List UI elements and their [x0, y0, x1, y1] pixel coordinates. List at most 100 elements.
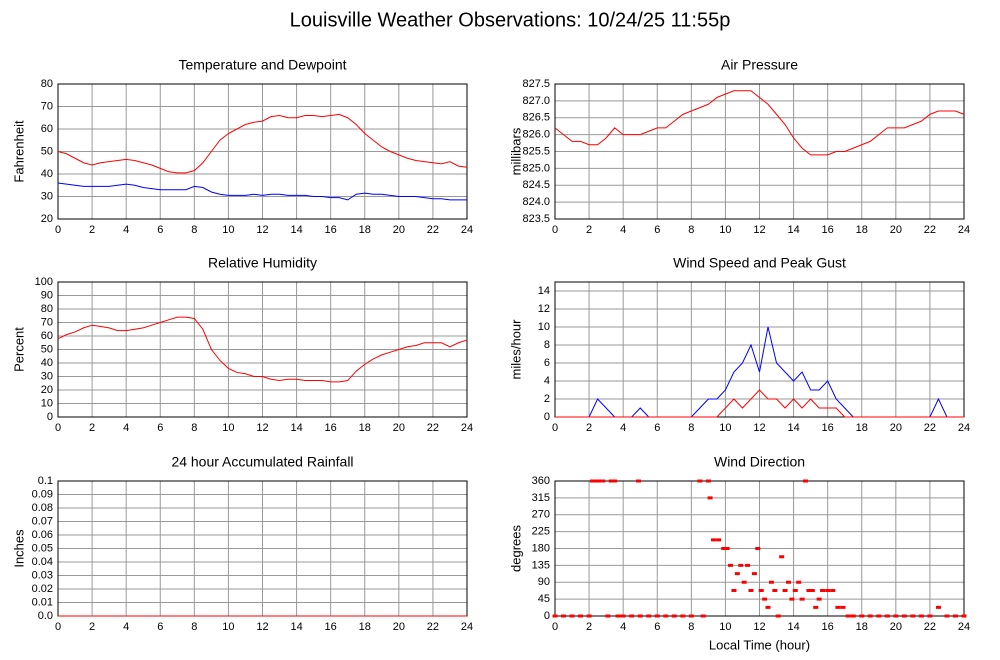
x-tick-label: 24: [461, 621, 473, 633]
y-tick-label: 40: [41, 168, 53, 180]
data-point: [710, 538, 716, 542]
data-point: [738, 563, 744, 567]
y-tick-label: 45: [538, 593, 550, 605]
data-point: [663, 614, 669, 618]
y-tick-label: 0.0: [38, 610, 53, 622]
x-tick-label: 14: [787, 621, 799, 633]
page-title: Louisville Weather Observations: 10/24/2…: [290, 9, 731, 31]
x-tick-label: 2: [89, 224, 95, 236]
data-point: [589, 479, 595, 483]
x-tick-label: 12: [753, 422, 765, 434]
data-point: [593, 479, 599, 483]
y-tick-label: 823.5: [522, 213, 550, 225]
y-tick-label: 827.5: [522, 78, 550, 90]
x-tick-label: 4: [620, 621, 626, 633]
y-tick-label: 30: [41, 370, 53, 382]
x-tick-label: 18: [856, 621, 868, 633]
x-tick-label: 12: [256, 224, 268, 236]
data-point: [910, 614, 916, 618]
data-point: [840, 605, 846, 609]
x-tick-label: 24: [958, 621, 970, 633]
y-tick-label: 0.02: [32, 583, 53, 595]
y-tick-label: 80: [41, 78, 53, 90]
data-point: [758, 589, 764, 592]
y-tick-label: 10: [538, 321, 550, 333]
x-tick-label: 8: [688, 422, 694, 434]
x-tick-label: 2: [89, 422, 95, 434]
data-point: [850, 614, 856, 618]
data-point: [646, 614, 652, 618]
y-tick-label: 2: [544, 393, 550, 405]
data-point: [952, 614, 958, 618]
x-tick-label: 6: [654, 621, 660, 633]
x-tick-label: 14: [787, 224, 799, 236]
y-tick-label: 6: [544, 357, 550, 369]
y-tick-label: 90: [538, 576, 550, 588]
x-tick-label: 18: [359, 224, 371, 236]
x-axis-label: Local Time (hour): [709, 637, 810, 652]
y-tick-label: 0.01: [32, 596, 53, 608]
x-tick-label: 10: [222, 422, 234, 434]
plot-frame: [57, 281, 468, 418]
x-tick-label: 20: [393, 621, 405, 633]
data-point: [755, 547, 761, 550]
data-point: [796, 580, 802, 584]
plot-frame: [554, 83, 965, 220]
data-point: [745, 563, 751, 567]
data-line: [57, 113, 468, 174]
x-tick-label: 20: [890, 224, 902, 236]
y-tick-label: 0.08: [32, 502, 53, 514]
x-tick-label: 24: [958, 224, 970, 236]
data-point: [918, 614, 924, 618]
data-point: [748, 589, 754, 592]
y-tick-label: 824.0: [522, 196, 550, 208]
y-tick-label: 10: [41, 397, 53, 409]
x-tick-label: 10: [719, 224, 731, 236]
x-tick-label: 16: [325, 621, 337, 633]
data-point: [620, 614, 626, 618]
x-tick-label: 14: [290, 621, 302, 633]
data-point: [680, 614, 686, 618]
data-point: [741, 580, 747, 584]
data-point: [927, 614, 933, 618]
y-tick-label: 0.06: [32, 529, 53, 541]
data-line: [554, 90, 965, 156]
y-axis-label: Inches: [11, 529, 26, 568]
x-tick-label: 12: [753, 621, 765, 633]
data-point: [779, 555, 785, 559]
data-point: [586, 614, 592, 618]
y-tick-label: 70: [41, 316, 53, 328]
data-point: [561, 614, 567, 618]
y-tick-label: 80: [41, 303, 53, 315]
x-tick-label: 4: [123, 621, 129, 633]
x-tick-label: 8: [688, 224, 694, 236]
data-point: [809, 589, 815, 592]
data-point: [820, 589, 826, 592]
data-point: [600, 479, 606, 483]
x-tick-label: 22: [924, 224, 936, 236]
data-point: [578, 614, 584, 618]
data-point: [765, 605, 771, 609]
y-tick-label: 360: [532, 475, 550, 487]
plot-frame: [554, 480, 965, 617]
y-axis-label: millibars: [508, 127, 523, 175]
y-tick-label: 315: [532, 492, 550, 504]
x-tick-label: 6: [654, 422, 660, 434]
y-tick-label: 14: [538, 285, 550, 297]
data-point: [751, 572, 757, 576]
data-point: [552, 614, 558, 618]
data-point: [806, 589, 812, 592]
x-tick-label: 10: [719, 422, 731, 434]
y-axis-label: degrees: [508, 525, 523, 572]
y-tick-label: 0: [544, 411, 550, 423]
data-point: [830, 589, 836, 592]
y-axis-label: Fahrenheit: [11, 120, 26, 183]
y-tick-label: 135: [532, 559, 550, 571]
data-point: [705, 479, 711, 483]
data-point: [671, 614, 677, 618]
panel-title: Wind Direction: [714, 454, 805, 470]
x-tick-label: 4: [123, 224, 129, 236]
x-tick-label: 22: [427, 422, 439, 434]
